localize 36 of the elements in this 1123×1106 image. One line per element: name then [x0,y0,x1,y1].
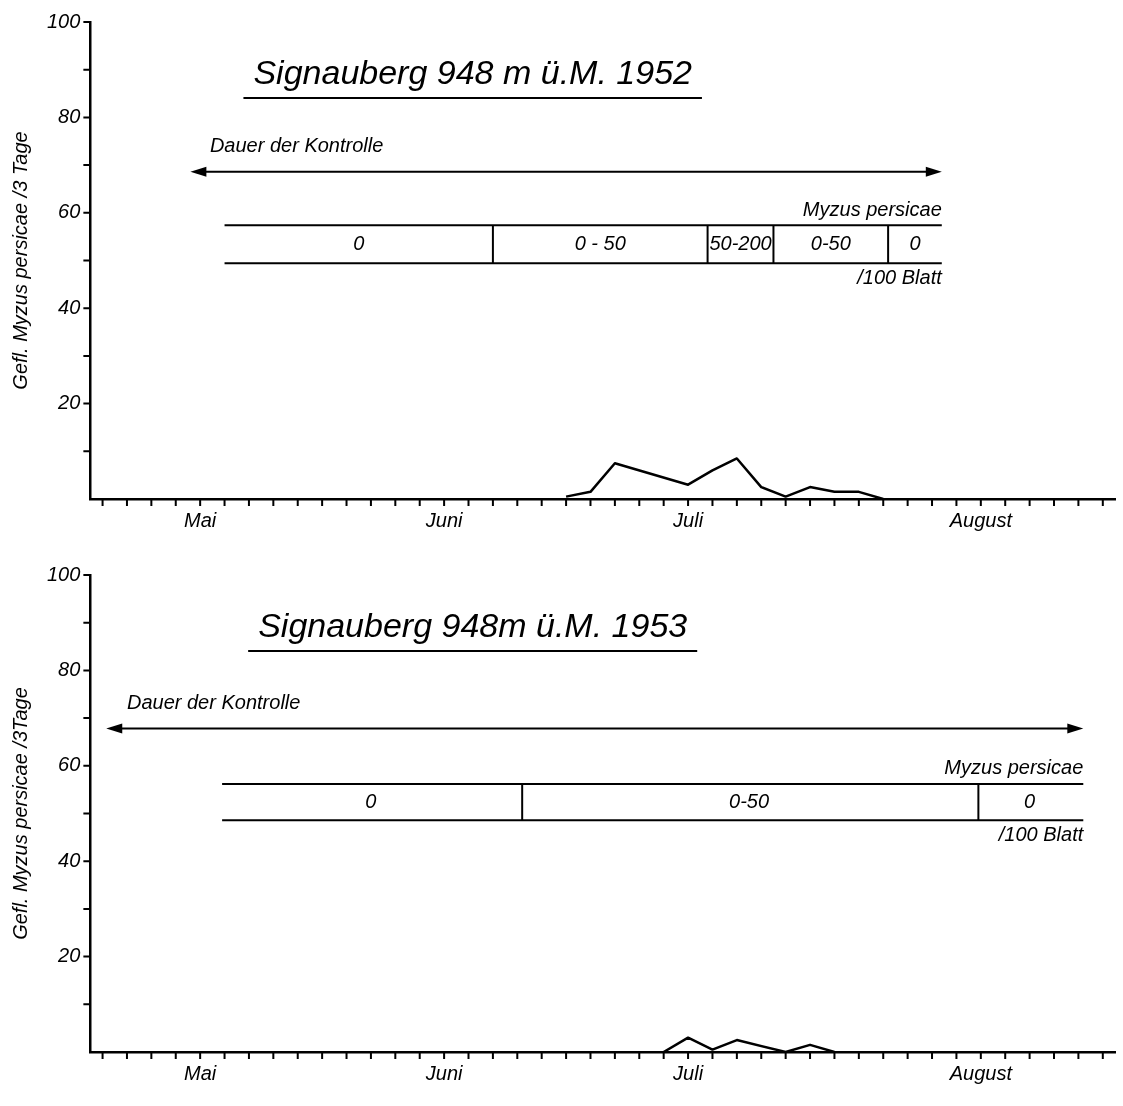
y-tick-label: 60 [58,753,81,776]
annotation: Myzus persicae [944,756,1084,779]
annotation: /100 Blatt [996,823,1085,845]
text: Signauberg 948m ü.M. 1953 [258,606,688,645]
x-tick-label: Juli [672,1061,704,1084]
y-tick-label: 80 [58,657,81,680]
x-tick-label: August [948,508,1014,531]
y-tick-label: 40 [58,848,81,871]
y-tick-label: 100 [46,562,81,585]
y-axis-title: Gefl. Myzus persicae /3 Tage [8,131,31,390]
annotation: Dauer der Kontrolle [209,133,384,156]
annotation: Myzus persicae [802,197,942,220]
x-tick-label: August [948,1061,1014,1084]
text: Signauberg 948 m ü.M. 1952 [253,53,693,92]
annotation: 0 [909,231,921,254]
x-tick-label: Juli [672,508,704,531]
annotation: 0 - 50 [574,231,626,254]
y-tick-label: 20 [57,391,81,414]
y-axis-title: Gefl. Myzus persicae /3Tage [8,687,31,940]
y-tick-label: 80 [58,104,81,127]
y-tick-label: 20 [57,944,81,967]
annotation: /100 Blatt [855,266,944,289]
annotation: 0-50 [729,789,770,812]
y-tick-label: 60 [58,200,81,223]
annotation: Dauer der Kontrolle [126,691,301,714]
x-tick-label: Juni [424,1061,464,1084]
y-tick-label: 100 [46,9,81,32]
annotation: 0 [353,231,365,254]
annotation: 0-50 [810,231,851,254]
x-tick-label: Mai [184,508,217,531]
annotation: 50-200 [709,231,772,254]
x-tick-label: Mai [184,1061,217,1084]
y-tick-label: 40 [58,295,81,318]
annotation: 0 [365,789,377,812]
x-tick-label: Juni [424,508,464,531]
annotation: 0 [1024,789,1036,812]
